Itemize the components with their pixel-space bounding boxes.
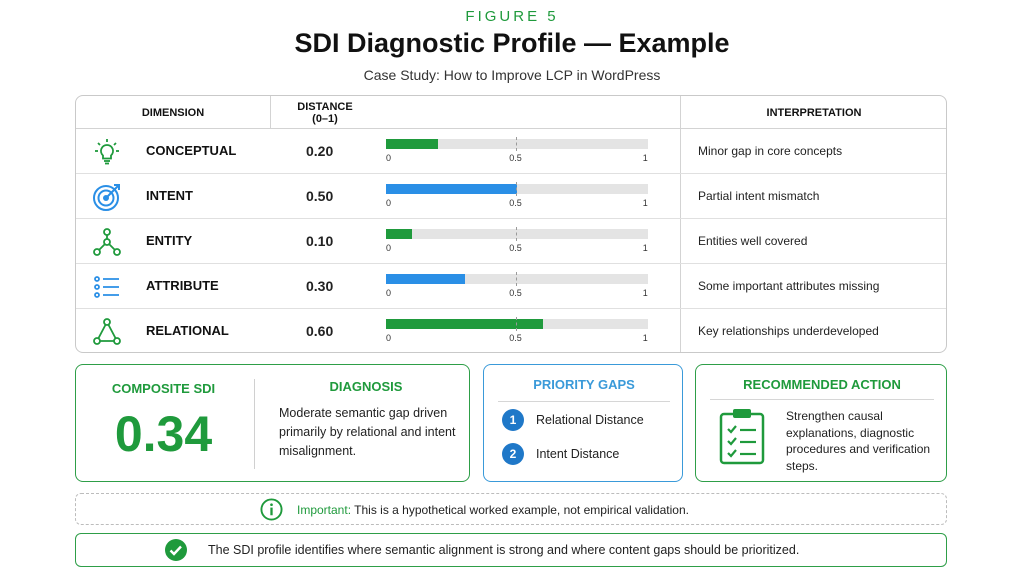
note-text: Important: This is a hypothetical worked… (297, 503, 689, 517)
composite-value: 0.34 (114, 406, 213, 462)
bar-track (386, 229, 648, 239)
check-circle-icon (165, 539, 187, 561)
dimension-label: INTENT (146, 188, 193, 203)
list-icon (92, 272, 122, 302)
bar-fill (386, 319, 544, 329)
distance-value: 0.10 (306, 233, 334, 249)
interpretation-text: Key relationships underdeveloped (698, 324, 879, 338)
midpoint-line (516, 272, 517, 286)
tick-label: 1 (642, 153, 648, 163)
table-row: CONCEPTUAL 0.20 0 0.5 1 Minor gap in core con… (76, 129, 946, 174)
table-row: INTENT 0.50 0 0.5 1 Partial intent mismatch (76, 174, 946, 219)
tick-label: 0 (386, 153, 392, 163)
distance-value: 0.20 (306, 143, 334, 159)
bar-fill (386, 229, 413, 239)
bar-fill (386, 139, 439, 149)
table-row: RELATIONAL 0.60 0 0.5 1 Key relationships und… (76, 309, 946, 352)
note-body: This is a hypothetical worked example, n… (351, 503, 689, 517)
distance-bar: 0 0.5 1 (386, 137, 648, 169)
dimension-label: ATTRIBUTE (146, 278, 219, 293)
distance-value: 0.60 (306, 323, 334, 339)
note-strong: Important: (297, 503, 352, 517)
tick-label: 1 (642, 198, 648, 208)
distance-bar: 0 0.5 1 (386, 317, 648, 349)
interpretation-text: Partial intent mismatch (698, 189, 820, 203)
page-title: SDI Diagnostic Profile — Example (294, 28, 730, 58)
tick-label: 1 (642, 333, 648, 343)
distance-bar: 0 0.5 1 (386, 272, 648, 304)
header-distance-label: DISTANCE (297, 100, 353, 113)
header-dimension: DIMENSION (141, 106, 205, 119)
bar-fill (386, 184, 517, 194)
recommended-action-text: Strengthen causal explanations, diagnost… (786, 409, 931, 473)
table-row: ENTITY 0.10 0 0.5 1 Entities well covered (76, 219, 946, 264)
table-header: DIMENSION DISTANCE (0–1) INTERPRETATION (76, 96, 946, 129)
panel-divider (254, 379, 255, 469)
midpoint-line (516, 227, 517, 241)
tick-label: 0.5 (509, 333, 522, 343)
interpretation-text: Some important attributes missing (698, 279, 880, 293)
composite-label: COMPOSITE SDI (111, 381, 216, 396)
conclusion-text: The SDI profile identifies where semanti… (208, 543, 800, 557)
tick-label: 0 (386, 198, 392, 208)
priority-gaps-panel: PRIORITY GAPS 1 Relational Distance 2 In… (483, 364, 683, 482)
priority-gap-2: Intent Distance (536, 447, 620, 461)
recommended-action-title: RECOMMENDED ACTION (743, 377, 901, 392)
header-distance-range: (0–1) (312, 112, 338, 125)
divider (710, 399, 934, 400)
tick-label: 0.5 (509, 153, 522, 163)
info-icon (260, 498, 283, 521)
tick-label: 0.5 (509, 198, 522, 208)
priority-number-2: 2 (502, 443, 524, 465)
divider (498, 401, 670, 402)
figure-label: FIGURE 5 (465, 8, 559, 25)
tick-label: 1 (642, 288, 648, 298)
bar-fill (386, 274, 465, 284)
interpretation-text: Entities well covered (698, 234, 808, 248)
tick-label: 0 (386, 333, 392, 343)
header-distance: DISTANCE (0–1) (270, 96, 380, 129)
interpretation-text: Minor gap in core concepts (698, 144, 843, 158)
triangle-nodes-icon (92, 317, 122, 347)
diagnosis-text: Moderate semantic gap driven primarily b… (279, 406, 456, 458)
tick-label: 0.5 (509, 288, 522, 298)
table-row: ATTRIBUTE 0.30 0 0.5 1 Some important attribu… (76, 264, 946, 309)
clipboard-checklist-icon (719, 409, 765, 465)
priority-number-1: 1 (502, 409, 524, 431)
tick-label: 1 (642, 243, 648, 253)
dimension-label: CONCEPTUAL (146, 143, 237, 158)
header-interpretation: INTERPRETATION (766, 106, 862, 119)
page-subtitle: Case Study: How to Improve LCP in WordPr… (363, 67, 661, 83)
dimension-label: RELATIONAL (146, 323, 229, 338)
lightbulb-icon (92, 137, 122, 167)
midpoint-line (516, 137, 517, 151)
composite-diagnosis-panel: COMPOSITE SDI 0.34 DIAGNOSIS Moderate se… (75, 364, 470, 482)
tick-label: 0 (386, 288, 392, 298)
dimension-label: ENTITY (146, 233, 193, 248)
midpoint-line (516, 182, 517, 196)
distance-value: 0.50 (306, 188, 334, 204)
diagnosis-title: DIAGNOSIS (329, 379, 403, 394)
bar-track (386, 274, 648, 284)
bar-track (386, 184, 648, 194)
distance-bar: 0 0.5 1 (386, 182, 648, 214)
midpoint-line (516, 317, 517, 331)
tick-label: 0.5 (509, 243, 522, 253)
distance-bar: 0 0.5 1 (386, 227, 648, 259)
sdi-table: DIMENSION DISTANCE (0–1) INTERPRETATION … (75, 95, 947, 353)
priority-gap-1: Relational Distance (536, 413, 644, 427)
network-icon (92, 227, 122, 257)
column-divider (680, 96, 681, 352)
tick-label: 0 (386, 243, 392, 253)
recommended-action-panel: RECOMMENDED ACTION Strengthen causal exp… (695, 364, 947, 482)
priority-gaps-title: PRIORITY GAPS (533, 377, 635, 392)
header-divider (270, 96, 271, 129)
distance-value: 0.30 (306, 278, 334, 294)
target-icon (92, 182, 122, 212)
bar-track (386, 139, 648, 149)
conclusion-banner: The SDI profile identifies where semanti… (75, 533, 947, 567)
note-banner: Important: This is a hypothetical worked… (75, 493, 947, 525)
